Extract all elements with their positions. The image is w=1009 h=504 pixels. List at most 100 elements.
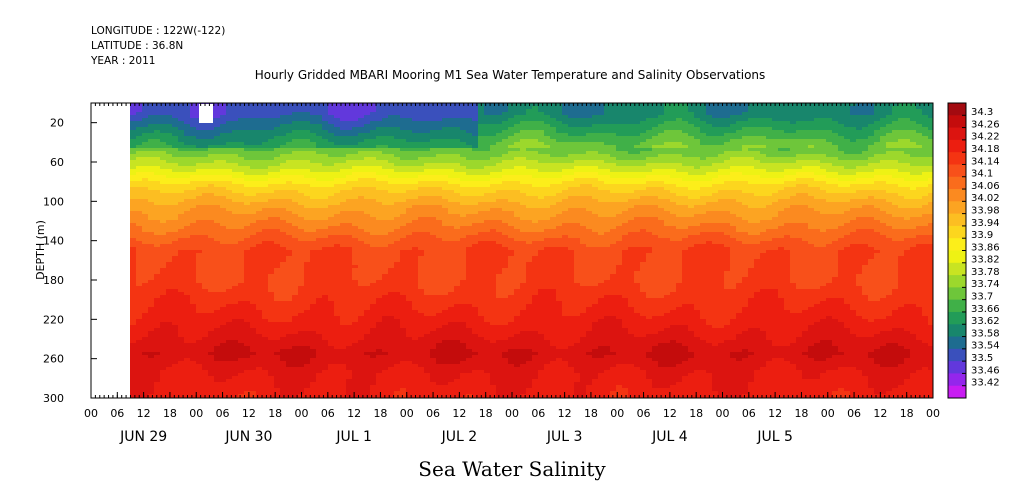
- salinity-cell: [388, 313, 394, 316]
- salinity-cell: [394, 370, 400, 373]
- salinity-cell: [286, 280, 292, 283]
- salinity-cell: [340, 331, 346, 334]
- salinity-cell: [394, 148, 400, 151]
- salinity-cell: [340, 382, 346, 385]
- salinity-cell: [310, 271, 316, 274]
- salinity-cell: [406, 370, 412, 373]
- salinity-cell: [214, 316, 220, 319]
- salinity-cell: [400, 232, 406, 235]
- salinity-cell: [322, 343, 328, 346]
- salinity-cell: [334, 322, 340, 325]
- salinity-cell: [268, 106, 274, 109]
- salinity-cell: [184, 211, 190, 214]
- salinity-cell: [376, 142, 382, 145]
- salinity-cell: [334, 163, 340, 166]
- salinity-cell: [142, 184, 148, 187]
- salinity-cell: [328, 193, 334, 196]
- salinity-cell: [214, 166, 220, 169]
- salinity-cell: [364, 115, 370, 118]
- salinity-cell: [202, 136, 208, 139]
- salinity-cell: [190, 202, 196, 205]
- salinity-cell: [226, 169, 232, 172]
- salinity-cell: [286, 268, 292, 271]
- salinity-cell: [394, 388, 400, 391]
- salinity-cell: [298, 385, 304, 388]
- salinity-cell: [418, 160, 424, 163]
- salinity-cell: [232, 106, 238, 109]
- salinity-cell: [370, 259, 376, 262]
- salinity-cell: [184, 136, 190, 139]
- salinity-cell: [370, 352, 376, 355]
- salinity-cell: [232, 136, 238, 139]
- salinity-cell: [340, 226, 346, 229]
- salinity-cell: [286, 322, 292, 325]
- salinity-cell: [274, 349, 280, 352]
- salinity-cell: [214, 148, 220, 151]
- salinity-cell: [334, 196, 340, 199]
- salinity-cell: [412, 313, 418, 316]
- salinity-cell: [430, 199, 436, 202]
- salinity-cell: [184, 115, 190, 118]
- salinity-cell: [208, 370, 214, 373]
- salinity-cell: [346, 349, 352, 352]
- salinity-cell: [256, 139, 262, 142]
- salinity-cell: [214, 250, 220, 253]
- salinity-cell: [250, 379, 256, 382]
- salinity-cell: [322, 361, 328, 364]
- salinity-cell: [202, 313, 208, 316]
- salinity-cell: [364, 193, 370, 196]
- salinity-cell: [184, 118, 190, 121]
- salinity-cell: [262, 304, 268, 307]
- salinity-cell: [136, 178, 142, 181]
- salinity-cell: [316, 385, 322, 388]
- salinity-cell: [316, 388, 322, 391]
- salinity-cell: [250, 349, 256, 352]
- salinity-cell: [238, 166, 244, 169]
- salinity-cell: [358, 274, 364, 277]
- salinity-cell: [154, 184, 160, 187]
- salinity-cell: [226, 379, 232, 382]
- salinity-cell: [136, 109, 142, 112]
- salinity-cell: [358, 208, 364, 211]
- salinity-cell: [208, 124, 214, 127]
- salinity-cell: [232, 388, 238, 391]
- salinity-cell: [292, 199, 298, 202]
- salinity-cell: [286, 163, 292, 166]
- salinity-cell: [412, 109, 418, 112]
- salinity-cell: [358, 229, 364, 232]
- salinity-cell: [388, 106, 394, 109]
- salinity-cell: [262, 181, 268, 184]
- salinity-cell: [238, 334, 244, 337]
- salinity-cell: [358, 370, 364, 373]
- salinity-cell: [304, 337, 310, 340]
- salinity-cell: [292, 145, 298, 148]
- salinity-cell: [388, 229, 394, 232]
- salinity-cell: [244, 313, 250, 316]
- salinity-cell: [316, 160, 322, 163]
- salinity-cell: [418, 118, 424, 121]
- salinity-cell: [238, 280, 244, 283]
- salinity-cell: [298, 118, 304, 121]
- salinity-cell: [376, 349, 382, 352]
- salinity-cell: [172, 376, 178, 379]
- salinity-cell: [274, 142, 280, 145]
- salinity-cell: [232, 301, 238, 304]
- salinity-cell: [166, 259, 172, 262]
- salinity-cell: [136, 379, 142, 382]
- salinity-cell: [406, 121, 412, 124]
- salinity-cell: [244, 142, 250, 145]
- salinity-cell: [166, 109, 172, 112]
- salinity-cell: [394, 340, 400, 343]
- salinity-cell: [388, 382, 394, 385]
- salinity-cell: [292, 274, 298, 277]
- salinity-cell: [400, 142, 406, 145]
- salinity-cell: [160, 115, 166, 118]
- salinity-cell: [328, 178, 334, 181]
- salinity-cell: [184, 175, 190, 178]
- salinity-cell: [130, 319, 136, 322]
- salinity-cell: [172, 139, 178, 142]
- salinity-cell: [418, 352, 424, 355]
- salinity-cell: [172, 130, 178, 133]
- salinity-cell: [130, 352, 136, 355]
- salinity-cell: [166, 226, 172, 229]
